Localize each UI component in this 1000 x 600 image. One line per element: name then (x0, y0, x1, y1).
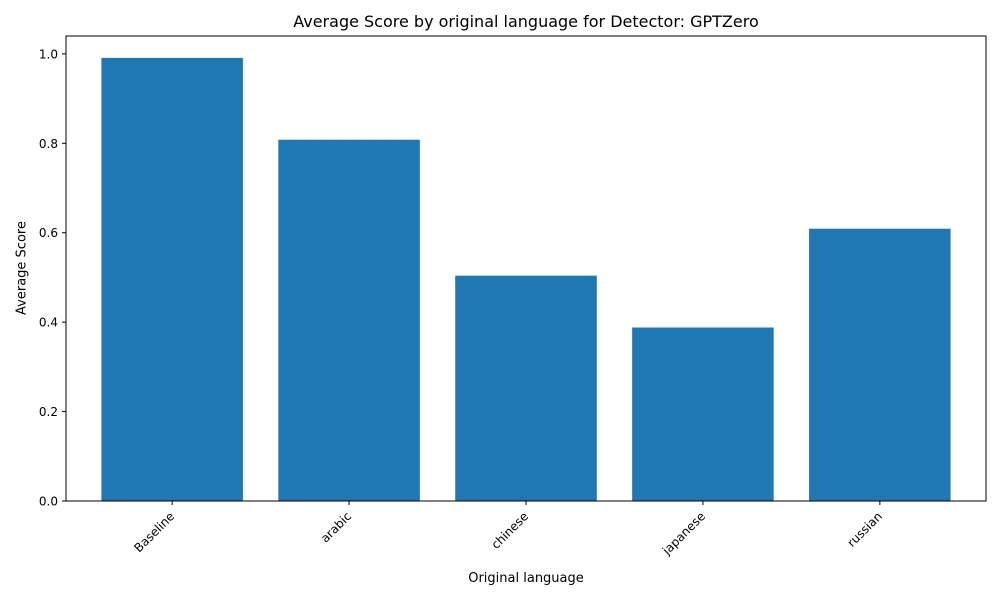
x-tick-label: japanese (659, 509, 708, 558)
y-axis-label: Average Score (15, 221, 30, 315)
x-tick-label: chinese (489, 509, 532, 552)
y-tick-label: 0.6 (39, 226, 58, 240)
y-tick-label: 1.0 (39, 47, 58, 61)
x-axis-label: Original language (468, 571, 584, 586)
x-tick-label: russian (844, 509, 885, 550)
y-tick-label: 0.2 (39, 405, 58, 419)
y-tick-label: 0.0 (39, 495, 58, 509)
bar-russian (809, 228, 951, 501)
bar-baseline (101, 57, 243, 501)
bar-chinese (455, 275, 597, 501)
bar-arabic (278, 139, 420, 501)
bar-japanese (632, 327, 774, 501)
y-tick-label: 0.8 (39, 137, 58, 151)
y-tick-label: 0.4 (39, 316, 58, 330)
x-tick-label: arabic (318, 509, 354, 545)
plot-area: 0.0 0.2 0.4 0.6 0.8 1.0 Baseline arabic chinese j… (39, 35, 987, 558)
chart-title: Average Score by original language for D… (293, 12, 759, 31)
x-tick-label: Baseline (131, 509, 177, 555)
